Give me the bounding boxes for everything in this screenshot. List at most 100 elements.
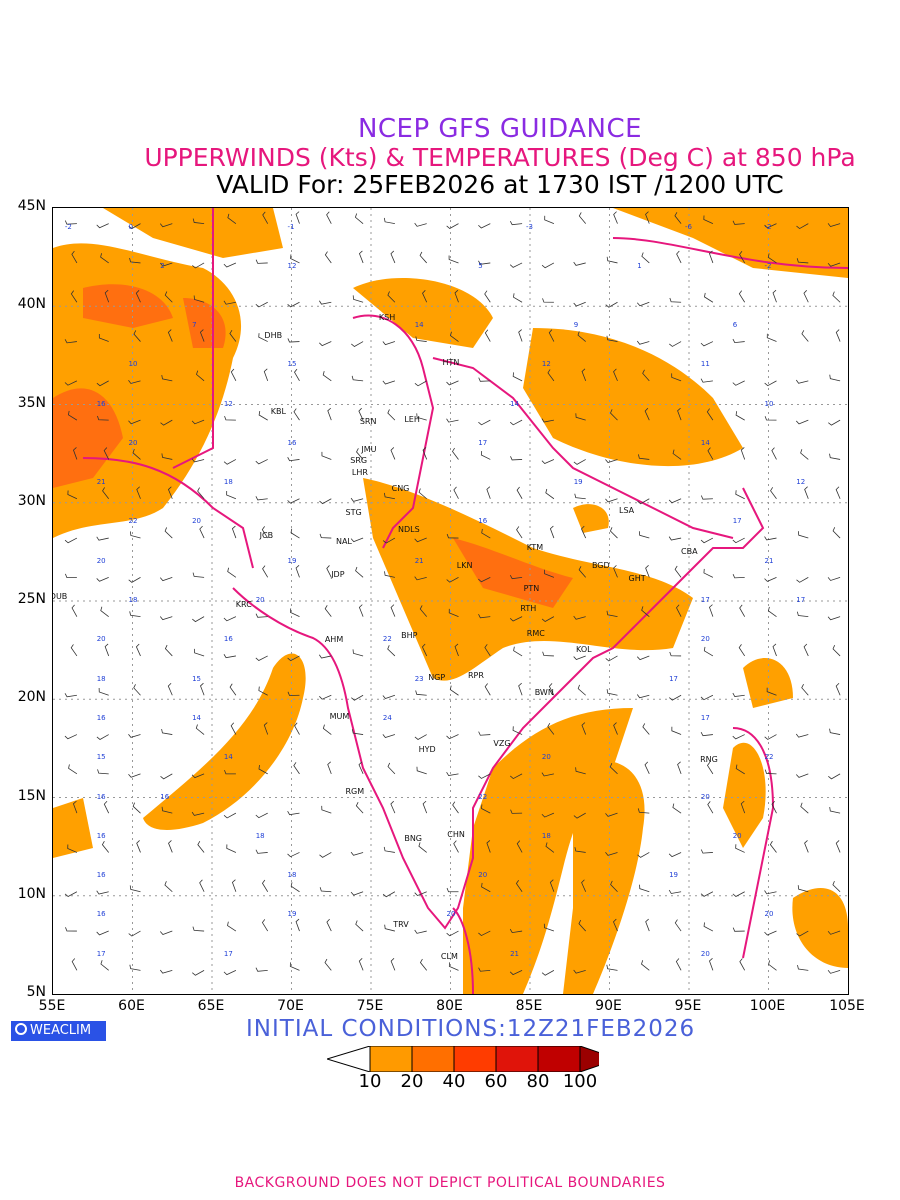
wind-barb — [128, 773, 141, 778]
city-label: PTN — [523, 584, 540, 594]
wind-barb — [258, 686, 268, 696]
wind-barb — [541, 418, 554, 423]
wind-barb — [136, 486, 141, 499]
wind-barb — [128, 930, 141, 937]
wind-barb — [446, 418, 459, 423]
wind-barb — [326, 211, 332, 224]
wind-barb — [103, 447, 110, 460]
wind-barb — [223, 459, 237, 465]
wind-barb — [390, 958, 396, 971]
temperature-value: 22 — [128, 517, 138, 526]
wind-barb — [161, 374, 173, 382]
temperature-value: 7 — [192, 320, 197, 329]
wind-barb — [287, 301, 300, 308]
city-label: LKN — [456, 560, 473, 570]
wind-barb — [358, 407, 364, 421]
wind-barb — [547, 369, 555, 382]
wind-barb — [227, 921, 237, 932]
wind-barb — [832, 527, 841, 539]
temperature-value: 16 — [96, 792, 106, 801]
wind-barb — [768, 960, 777, 971]
wind-barb — [390, 604, 396, 617]
wind-barb — [835, 329, 841, 342]
graticule — [53, 208, 848, 994]
wind-barb — [478, 419, 491, 426]
wind-barb — [97, 415, 109, 421]
legend-color-box — [579, 1046, 599, 1072]
temperature-value: 16 — [96, 871, 106, 880]
wind-barb — [255, 849, 268, 854]
wind-barb — [290, 254, 300, 264]
wind-barb — [258, 333, 268, 342]
wind-barb — [192, 616, 205, 623]
wind-barb — [481, 882, 491, 893]
wind-barb — [803, 643, 809, 657]
wind-barb — [382, 537, 396, 544]
wind-barb — [255, 496, 268, 501]
wind-barb — [512, 726, 523, 735]
wind-barb — [478, 930, 491, 937]
latitude-label: 20N — [17, 689, 46, 706]
wind-barb — [70, 290, 78, 303]
wind-barb — [795, 733, 809, 738]
wind-barb — [414, 537, 427, 543]
wind-barb — [326, 918, 332, 932]
wind-barb — [764, 576, 777, 582]
legend-color-box — [453, 1046, 497, 1072]
wind-barb — [636, 301, 650, 307]
wind-barb — [64, 220, 77, 225]
temperature-value: 10 — [764, 399, 774, 408]
wind-barb — [159, 930, 173, 935]
wind-barb — [255, 655, 268, 662]
wind-barb — [764, 930, 777, 936]
wind-barb — [414, 929, 427, 934]
wind-barb — [764, 890, 777, 895]
wind-barb — [578, 566, 587, 578]
wind-barb — [703, 215, 714, 225]
wind-barb — [287, 655, 300, 662]
wind-barb — [160, 419, 173, 426]
wind-barb — [223, 300, 236, 305]
wind-barb — [835, 682, 841, 696]
wind-barb — [606, 256, 618, 264]
temperature-value: 18 — [128, 596, 138, 604]
wind-barb — [287, 457, 300, 462]
wind-barb — [544, 215, 555, 225]
wind-barb — [358, 761, 364, 775]
wind-barb — [605, 498, 618, 503]
city-label: BWN — [534, 688, 554, 698]
wind-barb — [478, 576, 491, 583]
wind-barb — [446, 887, 459, 893]
latitude-label: 40N — [17, 296, 46, 313]
wind-barb — [708, 250, 714, 264]
wind-barb — [384, 571, 395, 578]
wind-barb — [738, 290, 746, 303]
wind-barb — [641, 252, 650, 264]
wind-barb — [159, 969, 173, 974]
wind-barb — [574, 493, 586, 500]
wind-barb — [672, 449, 682, 460]
legend-color-box — [537, 1046, 581, 1072]
temperature-value: 14 — [223, 753, 233, 762]
wind-barb — [128, 733, 141, 738]
wind-barb — [230, 722, 237, 735]
wind-barb — [486, 486, 491, 499]
wind-barb — [135, 290, 141, 303]
wind-barb — [613, 565, 618, 578]
wind-barb — [167, 486, 173, 499]
wind-barb — [159, 262, 173, 267]
temperature-value: 12 — [796, 478, 806, 487]
city-label: LSA — [618, 505, 635, 515]
wind-barb — [669, 341, 682, 347]
wind-barb — [200, 682, 205, 696]
wind-barb — [478, 377, 491, 382]
wind-barb — [350, 851, 364, 856]
wind-barb — [290, 528, 300, 539]
wind-barb — [191, 773, 205, 779]
wind-barb — [803, 290, 809, 303]
wind-barb — [422, 447, 428, 460]
wind-barb — [287, 691, 300, 696]
city-label: NAL — [335, 537, 352, 547]
wind-barb — [227, 213, 237, 224]
temperature-value: 20 — [478, 871, 488, 880]
